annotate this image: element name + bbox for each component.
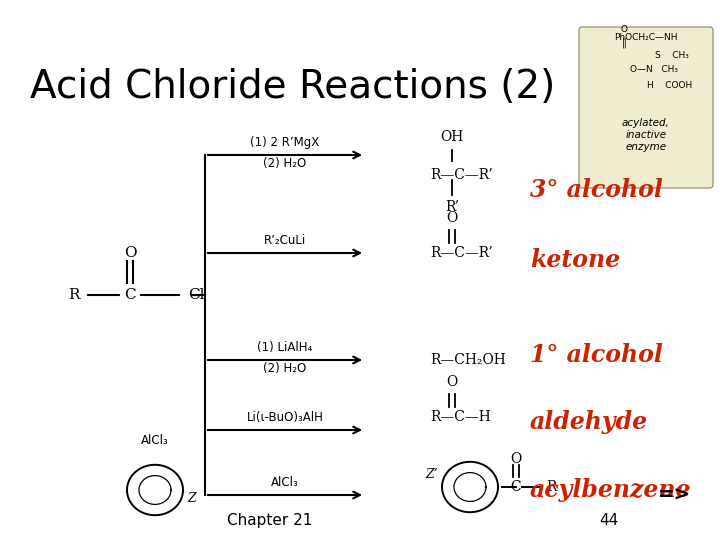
Text: C: C [124,288,136,302]
Text: R’: R’ [445,200,459,214]
Text: R—C—R’: R—C—R’ [430,246,492,260]
Text: (2) H₂O: (2) H₂O [264,362,307,375]
Text: acylbenzene: acylbenzene [530,478,691,502]
Text: =>: => [657,486,690,505]
Text: S    CH₃: S CH₃ [655,51,689,59]
Text: AlCl₃: AlCl₃ [271,476,299,489]
Text: 1° alcohol: 1° alcohol [530,343,663,367]
Text: H    COOH: H COOH [647,80,693,90]
Text: 3° alcohol: 3° alcohol [530,178,663,202]
Text: 44: 44 [599,513,618,528]
Text: O: O [446,375,458,389]
Text: (1) 2 R’MgX: (1) 2 R’MgX [251,136,320,149]
Text: R: R [68,288,80,302]
Text: Z’: Z’ [426,469,438,482]
FancyBboxPatch shape [579,27,713,188]
Text: acylated,
inactive
enzyme: acylated, inactive enzyme [622,118,670,152]
Text: R’₂CuLi: R’₂CuLi [264,234,306,247]
Text: AlCl₃: AlCl₃ [141,434,169,447]
Text: R—C—H: R—C—H [430,410,491,424]
Text: (2) H₂O: (2) H₂O [264,157,307,170]
Text: R—C—R’: R—C—R’ [430,168,492,182]
Text: aldehyde: aldehyde [530,410,648,434]
Text: Z: Z [187,491,196,504]
Text: Li(ι-BuO)₃AlH: Li(ι-BuO)₃AlH [246,411,323,424]
Text: C: C [510,480,521,494]
Text: R: R [546,480,557,494]
Text: O: O [446,211,458,225]
Text: Cl: Cl [188,288,204,302]
Text: O—N   CH₃: O—N CH₃ [630,65,678,75]
Text: O: O [510,452,521,466]
Text: PhOCH₂C—NH: PhOCH₂C—NH [614,33,678,43]
Text: R—CH₂OH: R—CH₂OH [430,353,505,367]
Text: OH: OH [441,130,464,144]
Text: (1) LiAlH₄: (1) LiAlH₄ [257,341,312,354]
Text: O: O [621,25,628,35]
Text: O: O [124,246,136,260]
Text: ‖: ‖ [621,38,626,48]
Text: Chapter 21: Chapter 21 [228,513,312,528]
Text: Acid Chloride Reactions (2): Acid Chloride Reactions (2) [30,68,555,106]
Text: ketone: ketone [530,248,620,272]
